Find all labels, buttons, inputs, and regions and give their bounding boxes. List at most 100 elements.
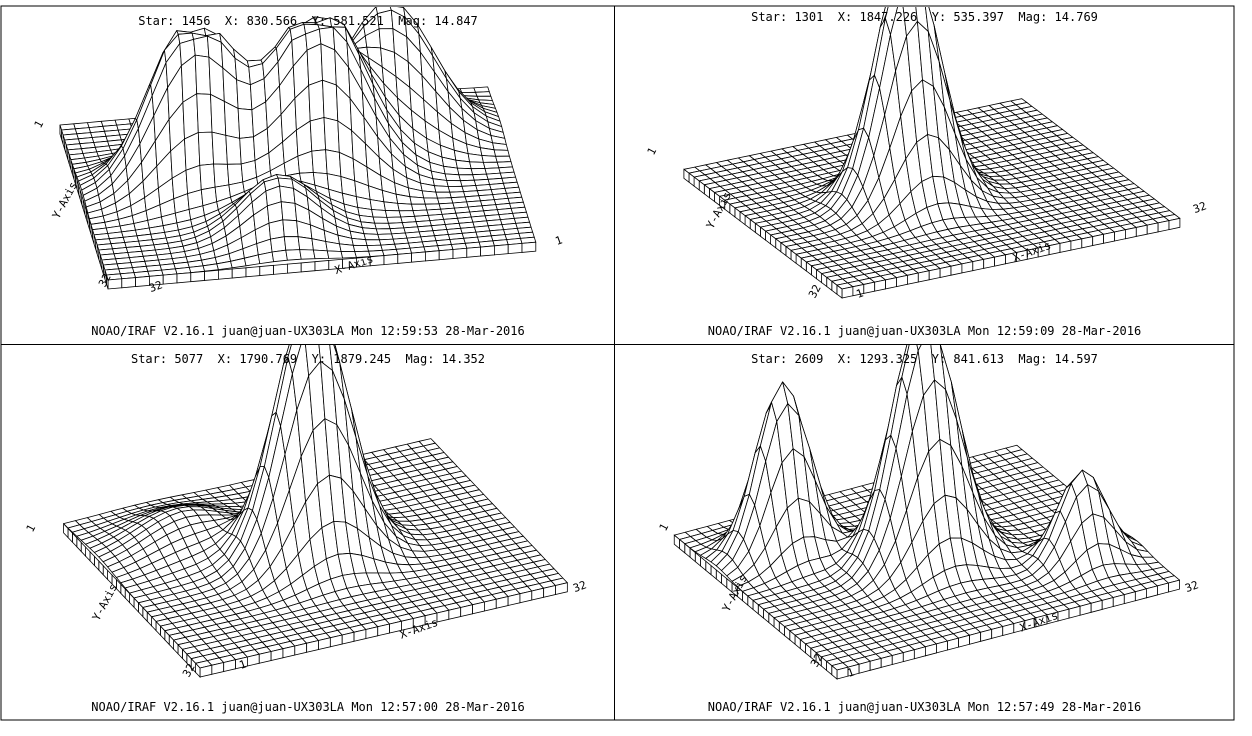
mesh-cell — [199, 163, 216, 191]
surface-panel-4: X-Axis Y-Axis 1 32 1 32 Star: 2609 X: 1293.32… — [615, 345, 1234, 720]
base-segment — [721, 573, 728, 589]
mesh-cell — [363, 233, 380, 241]
base-segment — [259, 264, 275, 277]
base-segment — [994, 254, 1006, 267]
mesh-cell — [896, 345, 910, 386]
mesh-cell — [297, 236, 314, 251]
surface-panel-3: X-Axis Y-Axis 1 32 1 32 Star: 5077 X: 1790.76… — [2, 345, 614, 720]
surface-panel-1: X-Axis Y-Axis 32 1 1 32 Star: 1456 X: 830.566… — [2, 7, 614, 344]
mesh-cell — [884, 7, 899, 36]
x-tick-label: 1 — [237, 657, 248, 671]
mesh-cell — [469, 161, 486, 170]
mesh-cell — [283, 236, 301, 251]
base-segment — [314, 260, 330, 272]
base-segment — [102, 564, 108, 581]
base-segment — [121, 277, 137, 289]
base-segment — [939, 265, 952, 278]
mesh-cell — [320, 43, 337, 86]
base-segment — [383, 253, 399, 266]
surface-mesh-2 — [683, 7, 1181, 290]
base-segment — [507, 242, 523, 255]
base-segment — [983, 256, 996, 269]
base-segment — [190, 271, 206, 283]
mesh-cell — [282, 219, 299, 238]
base-segment — [710, 564, 717, 580]
y-tick-label: 32 — [808, 651, 826, 669]
mesh-cell — [446, 180, 463, 187]
mesh-cell — [182, 93, 199, 140]
base-segment — [231, 267, 247, 279]
mesh-cell — [423, 197, 440, 205]
base-segment — [705, 560, 712, 576]
mesh-cell — [271, 249, 288, 263]
base-segment — [1157, 220, 1170, 233]
panel-2-title: Star: 1301 X: 1847.226 Y: 535.397 Mag: 1… — [751, 10, 1098, 24]
mesh-cell — [352, 244, 370, 253]
base-segment — [286, 262, 302, 274]
mesh-cell — [306, 43, 323, 86]
panel-4-footer: NOAO/IRAF V2.16.1 juan@juan-UX303LA Mon … — [707, 700, 1142, 714]
mesh-cell — [455, 159, 472, 170]
mesh-cell — [493, 149, 510, 157]
mesh-cell — [444, 173, 461, 182]
base-segment — [950, 263, 963, 276]
mesh-cell — [322, 79, 339, 122]
base-segment — [94, 555, 100, 572]
mesh-cell — [433, 185, 451, 193]
base-segment — [715, 569, 722, 585]
x-tick-label: 32 — [1183, 578, 1200, 595]
surface-base-4 — [673, 534, 1180, 680]
mesh-cell — [495, 155, 512, 163]
mesh-cell — [197, 131, 215, 166]
mesh-cell — [312, 249, 330, 260]
mesh-cell — [270, 236, 287, 253]
mesh-cell — [325, 149, 342, 177]
mesh-cell — [397, 202, 414, 212]
base-segment — [1146, 222, 1159, 235]
base-segment — [397, 252, 413, 264]
x-tick-label: 1 — [845, 665, 856, 679]
surface-mesh-1 — [59, 7, 537, 281]
mesh-cell — [326, 250, 344, 259]
y-axis-label: Y-Axis — [90, 582, 120, 623]
mesh-cell — [185, 164, 202, 195]
base-segment — [863, 281, 876, 294]
mesh-cell — [375, 228, 393, 235]
mesh-cell — [309, 117, 327, 152]
base-segment — [521, 241, 537, 253]
base-segment — [917, 270, 930, 283]
base-segment — [896, 274, 908, 288]
mesh-cell — [409, 196, 426, 205]
mesh-cell — [237, 108, 254, 139]
base-segment — [59, 124, 62, 140]
base-segment — [176, 272, 192, 284]
mesh-cell — [268, 219, 285, 240]
mesh-cell — [210, 94, 227, 136]
base-segment — [673, 534, 680, 550]
mesh-cell — [456, 167, 474, 176]
base-segment — [1135, 224, 1148, 237]
base-segment — [411, 251, 426, 263]
mesh-cell — [475, 91, 492, 97]
mesh-cell — [435, 191, 452, 199]
base-segment — [841, 286, 854, 299]
base-segment — [961, 261, 974, 274]
mesh-cell — [184, 132, 201, 171]
mesh-cell — [365, 239, 382, 247]
mesh-cell — [470, 168, 487, 176]
base-segment — [217, 268, 233, 280]
base-segment — [1092, 233, 1105, 247]
mesh-cell — [372, 216, 389, 224]
mesh-cell — [371, 209, 388, 218]
mesh-cell — [308, 79, 325, 122]
base-segment — [683, 168, 690, 184]
base-segment — [972, 258, 985, 272]
x-tick-label: 32 — [1191, 199, 1208, 216]
mesh-cell — [311, 149, 328, 175]
y-tick-label: 1 — [645, 145, 660, 157]
panel-1-footer: NOAO/IRAF V2.16.1 juan@juan-UX303LA Mon … — [91, 324, 525, 338]
base-segment — [1114, 229, 1126, 242]
panel-1-title: Star: 1456 X: 830.566 Y: 581.521 Mag: 14… — [138, 14, 478, 28]
